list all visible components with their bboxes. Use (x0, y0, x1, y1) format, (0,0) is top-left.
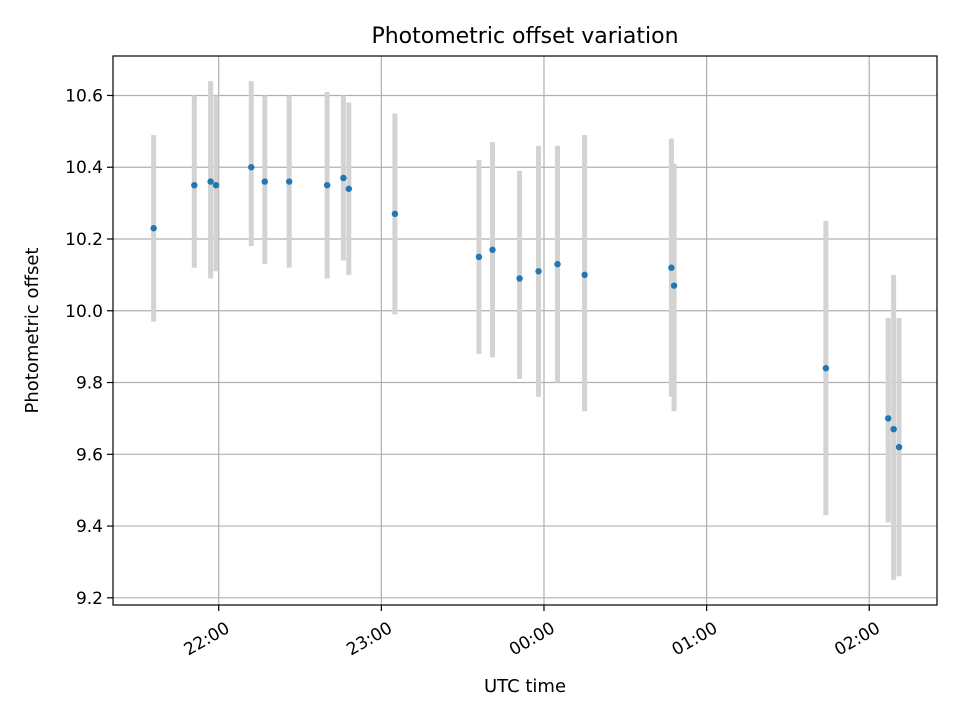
tick-layer: 22:00 23:00 00:00 01:00 02:00 9.2 9.4 9.6 9.8 10.… (65, 86, 884, 660)
data-point (516, 275, 523, 282)
data-point (340, 174, 347, 182)
x-tick-label: 22:00 (181, 618, 233, 660)
data-point (191, 181, 198, 189)
data-point (285, 178, 293, 185)
data-point (345, 185, 353, 192)
y-tick-label: 9.2 (76, 589, 103, 609)
data-point (670, 282, 678, 289)
data-point (489, 246, 496, 253)
data-point (150, 225, 157, 232)
y-tick-label: 10.4 (65, 158, 103, 178)
data-point (895, 443, 903, 451)
chart-title: Photometric offset variation (371, 24, 678, 49)
grid-layer (113, 56, 937, 605)
y-tick-label: 10.6 (65, 86, 103, 106)
data-point (890, 425, 897, 433)
x-tick-label: 01:00 (669, 618, 721, 660)
x-axis-label: UTC time (484, 676, 566, 697)
x-tick-label: 23:00 (343, 618, 395, 660)
data-point (554, 260, 561, 268)
data-point (248, 164, 255, 171)
errorbar-layer (151, 81, 902, 580)
point-layer (150, 164, 903, 451)
y-tick-label: 10.2 (65, 230, 103, 250)
data-point (323, 181, 331, 189)
y-tick-label: 9.8 (76, 374, 103, 394)
y-tick-label: 9.6 (76, 445, 103, 465)
data-point (391, 210, 399, 218)
y-tick-label: 9.4 (76, 517, 103, 537)
data-point (668, 264, 675, 271)
data-point (212, 181, 220, 189)
data-point (261, 178, 268, 185)
y-tick-label: 10.0 (65, 302, 103, 322)
data-point (581, 271, 588, 279)
data-point (207, 178, 214, 185)
data-point (475, 253, 483, 261)
x-tick-label: 00:00 (506, 618, 558, 660)
data-point (535, 268, 542, 275)
x-tick-label: 02:00 (831, 618, 883, 660)
data-point (885, 415, 892, 422)
data-point (822, 364, 830, 372)
plot-frame (112, 55, 938, 606)
y-axis-label: Photometric offset (22, 248, 43, 414)
